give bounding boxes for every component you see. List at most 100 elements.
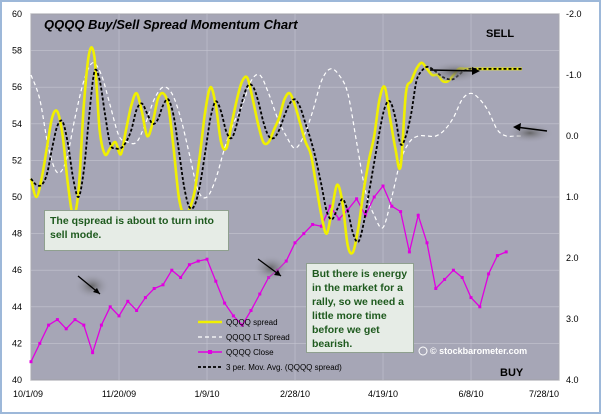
close-point: [328, 204, 332, 208]
close-point: [38, 341, 42, 345]
close-point: [451, 268, 455, 272]
y-left-tick-label: 56: [12, 82, 22, 92]
arrow-shadow-3: [427, 61, 483, 83]
close-point: [196, 259, 200, 263]
close-point: [135, 309, 139, 312]
arrow-4-head: [513, 123, 521, 131]
close-point: [434, 287, 438, 290]
x-tick-label: 4/19/10: [368, 389, 398, 399]
close-point: [302, 232, 306, 236]
close-point: [240, 323, 244, 327]
arrow-2-head: [274, 270, 281, 276]
close-point: [152, 287, 156, 290]
close-point: [99, 323, 103, 327]
close-point: [231, 314, 235, 318]
annotation-note-1-text: The qspread is about to turn into sell m…: [50, 215, 214, 241]
close-point: [117, 314, 121, 318]
close-point: [91, 351, 95, 355]
close-point: [495, 254, 499, 258]
copyright-icon: [418, 346, 428, 356]
close-point: [425, 241, 429, 245]
arrow-1-head: [93, 288, 100, 294]
y-left-tick-label: 58: [12, 46, 22, 56]
y-left-tick-label: 48: [12, 229, 22, 239]
series-lt-spread-line: [30, 62, 524, 229]
y-right-tick-label: 2.0: [566, 253, 579, 263]
x-tick-label: 6/8/10: [458, 389, 483, 399]
close-point: [311, 223, 315, 226]
y-left-tick-label: 50: [12, 192, 22, 202]
x-tick-label: 11/20/09: [102, 389, 136, 399]
sell-label: SELL: [486, 28, 514, 40]
close-point: [293, 241, 297, 245]
close-point: [258, 292, 262, 296]
left-axis-ticks: 40 42 44 46 48 50 52 54 56 58 60: [12, 9, 22, 385]
close-point: [504, 250, 508, 254]
y-left-tick-label: 46: [12, 265, 22, 275]
legend: QQQQ spread QQQQ LT Spread QQQQ Close 3 …: [198, 318, 342, 372]
close-point: [47, 323, 51, 327]
buy-label: BUY: [500, 367, 524, 379]
close-point: [223, 301, 227, 305]
close-point: [372, 195, 376, 199]
close-point: [390, 204, 394, 208]
annotation-note-2: But there is energy in the market for a …: [306, 263, 414, 353]
close-point: [29, 360, 33, 364]
close-point: [337, 217, 341, 221]
close-point: [187, 263, 191, 267]
close-point: [399, 210, 403, 214]
y-left-tick-label: 54: [12, 119, 22, 129]
legend-marker-close: [208, 350, 212, 354]
close-point: [161, 283, 165, 287]
close-point: [355, 197, 359, 201]
close-point: [179, 276, 183, 279]
x-tick-label: 10/1/09: [13, 389, 43, 399]
y-right-tick-label: -2.0: [566, 9, 582, 19]
x-axis-ticks: 10/1/09 11/20/09 1/9/10 2/28/10 4/19/10 6/8/1…: [13, 389, 559, 399]
y-right-tick-label: 3.0: [566, 314, 579, 324]
close-point: [143, 296, 147, 300]
y-left-tick-label: 52: [12, 155, 22, 165]
y-left-tick-label: 44: [12, 302, 22, 312]
x-tick-label: 7/28/10: [529, 389, 559, 399]
close-point: [126, 299, 130, 303]
annotation-note-1: The qspread is about to turn into sell m…: [44, 210, 229, 251]
close-point: [249, 309, 253, 312]
close-point: [170, 268, 174, 272]
y-right-tick-label: 1.0: [566, 192, 579, 202]
close-point: [108, 305, 112, 309]
close-point: [214, 279, 218, 283]
y-right-tick-label: 4.0: [566, 375, 579, 385]
x-tick-label: 2/28/10: [280, 389, 310, 399]
arrow-annotations: [74, 61, 554, 299]
close-point: [319, 224, 323, 228]
legend-label-lt-spread: QQQQ LT Spread: [226, 333, 290, 342]
close-point: [416, 213, 420, 217]
close-point: [205, 257, 209, 261]
close-point: [73, 318, 77, 322]
close-point: [381, 184, 385, 188]
y-left-tick-label: 40: [12, 375, 22, 385]
legend-label-close: QQQQ Close: [226, 348, 274, 357]
close-point: [64, 327, 68, 331]
legend-label-mavg: 3 per. Mov. Avg. (QQQQ spread): [226, 363, 342, 372]
arrow-3-head: [472, 67, 480, 75]
x-tick-label: 1/9/10: [194, 389, 219, 399]
close-point: [460, 276, 464, 279]
close-point: [346, 208, 350, 212]
right-axis-ticks: -2.0 -1.0 0.0 1.0 2.0 3.0 4.0: [566, 9, 582, 385]
close-point: [487, 272, 491, 276]
close-point: [469, 296, 473, 300]
annotation-note-2-text: But there is energy in the market for a …: [312, 268, 408, 350]
y-left-tick-label: 60: [12, 9, 22, 19]
close-point: [407, 250, 411, 254]
close-point: [55, 318, 59, 322]
close-point: [478, 305, 482, 309]
y-left-tick-label: 42: [12, 338, 22, 348]
close-point: [443, 277, 447, 281]
close-point: [82, 323, 86, 327]
arrow-4: [515, 126, 548, 132]
credit-text: © stockbarometer.com: [430, 346, 527, 356]
y-right-tick-label: 0.0: [566, 131, 579, 141]
